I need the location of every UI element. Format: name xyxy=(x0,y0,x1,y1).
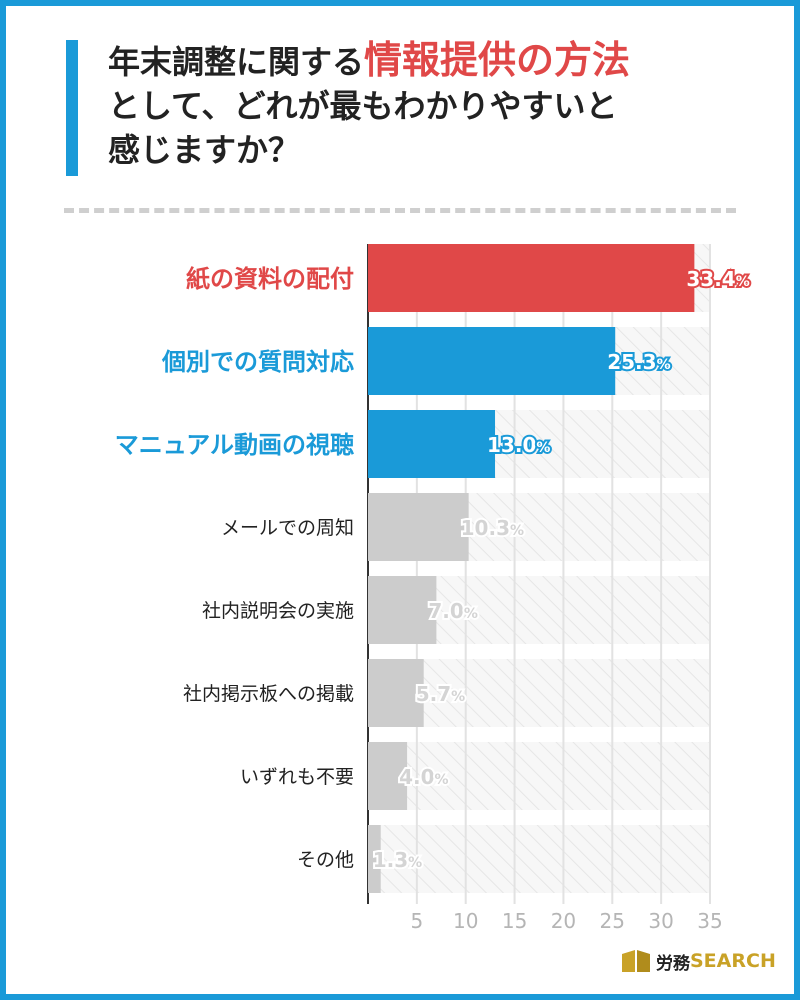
value-label: 1.3% xyxy=(373,848,422,872)
category-label: その他 xyxy=(297,849,354,871)
x-tick-label: 25 xyxy=(600,909,625,933)
value-label: 13.0% xyxy=(487,433,550,457)
dashed-divider xyxy=(64,208,736,213)
title-line-3: 感じますか？ xyxy=(108,131,301,169)
logo-text-en: SEARCH xyxy=(690,950,776,972)
row-band xyxy=(368,742,710,810)
brand-logo: 労務 SEARCH xyxy=(622,946,776,976)
bar xyxy=(368,742,408,810)
value-label: 25.3% xyxy=(607,350,670,374)
x-tick-label: 30 xyxy=(648,909,673,933)
title-accent-bar xyxy=(66,40,78,176)
x-tick-label: 5 xyxy=(410,909,423,933)
value-label: 5.7% xyxy=(416,682,465,706)
value-label: 7.0% xyxy=(428,599,477,623)
category-label: 社内掲示板への掲載 xyxy=(183,683,354,705)
category-label: メールでの周知 xyxy=(221,517,354,539)
category-label: 個別での質問対応 xyxy=(161,348,354,376)
bar xyxy=(368,825,381,893)
book-icon xyxy=(622,950,650,972)
bar xyxy=(368,659,424,727)
value-label: 10.3% xyxy=(461,516,524,540)
bar xyxy=(368,327,616,395)
value-label: 4.0% xyxy=(399,765,448,789)
title-prefix: 年末調整に関する xyxy=(108,43,365,81)
value-label: 33.4% xyxy=(686,267,749,291)
category-label: 社内説明会の実施 xyxy=(202,600,354,622)
row-band xyxy=(368,659,710,727)
x-tick-label: 35 xyxy=(697,909,722,933)
x-tick-label: 10 xyxy=(453,909,478,933)
bar xyxy=(368,576,437,644)
x-tick-label: 15 xyxy=(502,909,527,933)
bar xyxy=(368,244,695,312)
category-label: 紙の資料の配付 xyxy=(186,265,354,293)
title-line-2: として、どれが最もわかりやすいと xyxy=(108,87,618,125)
bar xyxy=(368,493,469,561)
category-label: マニュアル動画の視聴 xyxy=(115,431,354,459)
bar xyxy=(368,410,496,478)
x-tick-label: 20 xyxy=(551,909,576,933)
title-highlight: 情報提供の方法 xyxy=(364,38,631,82)
title-line-1: 年末調整に関する情報提供の方法 xyxy=(108,38,748,84)
row-band xyxy=(368,825,710,893)
logo-text-jp: 労務 xyxy=(656,953,690,974)
category-label: いずれも不要 xyxy=(240,766,354,788)
chart-title: 年末調整に関する情報提供の方法 として、どれが最もわかりやすいと 感じますか？ xyxy=(108,38,748,172)
